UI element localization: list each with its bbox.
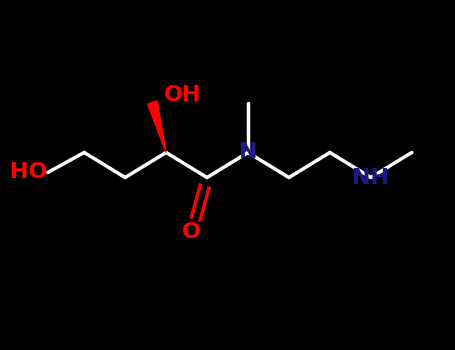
Text: HO: HO	[10, 162, 48, 182]
Text: NH: NH	[352, 168, 389, 188]
Text: O: O	[182, 223, 201, 243]
Polygon shape	[147, 101, 166, 153]
Text: N: N	[239, 142, 257, 162]
Text: OH: OH	[164, 85, 201, 105]
